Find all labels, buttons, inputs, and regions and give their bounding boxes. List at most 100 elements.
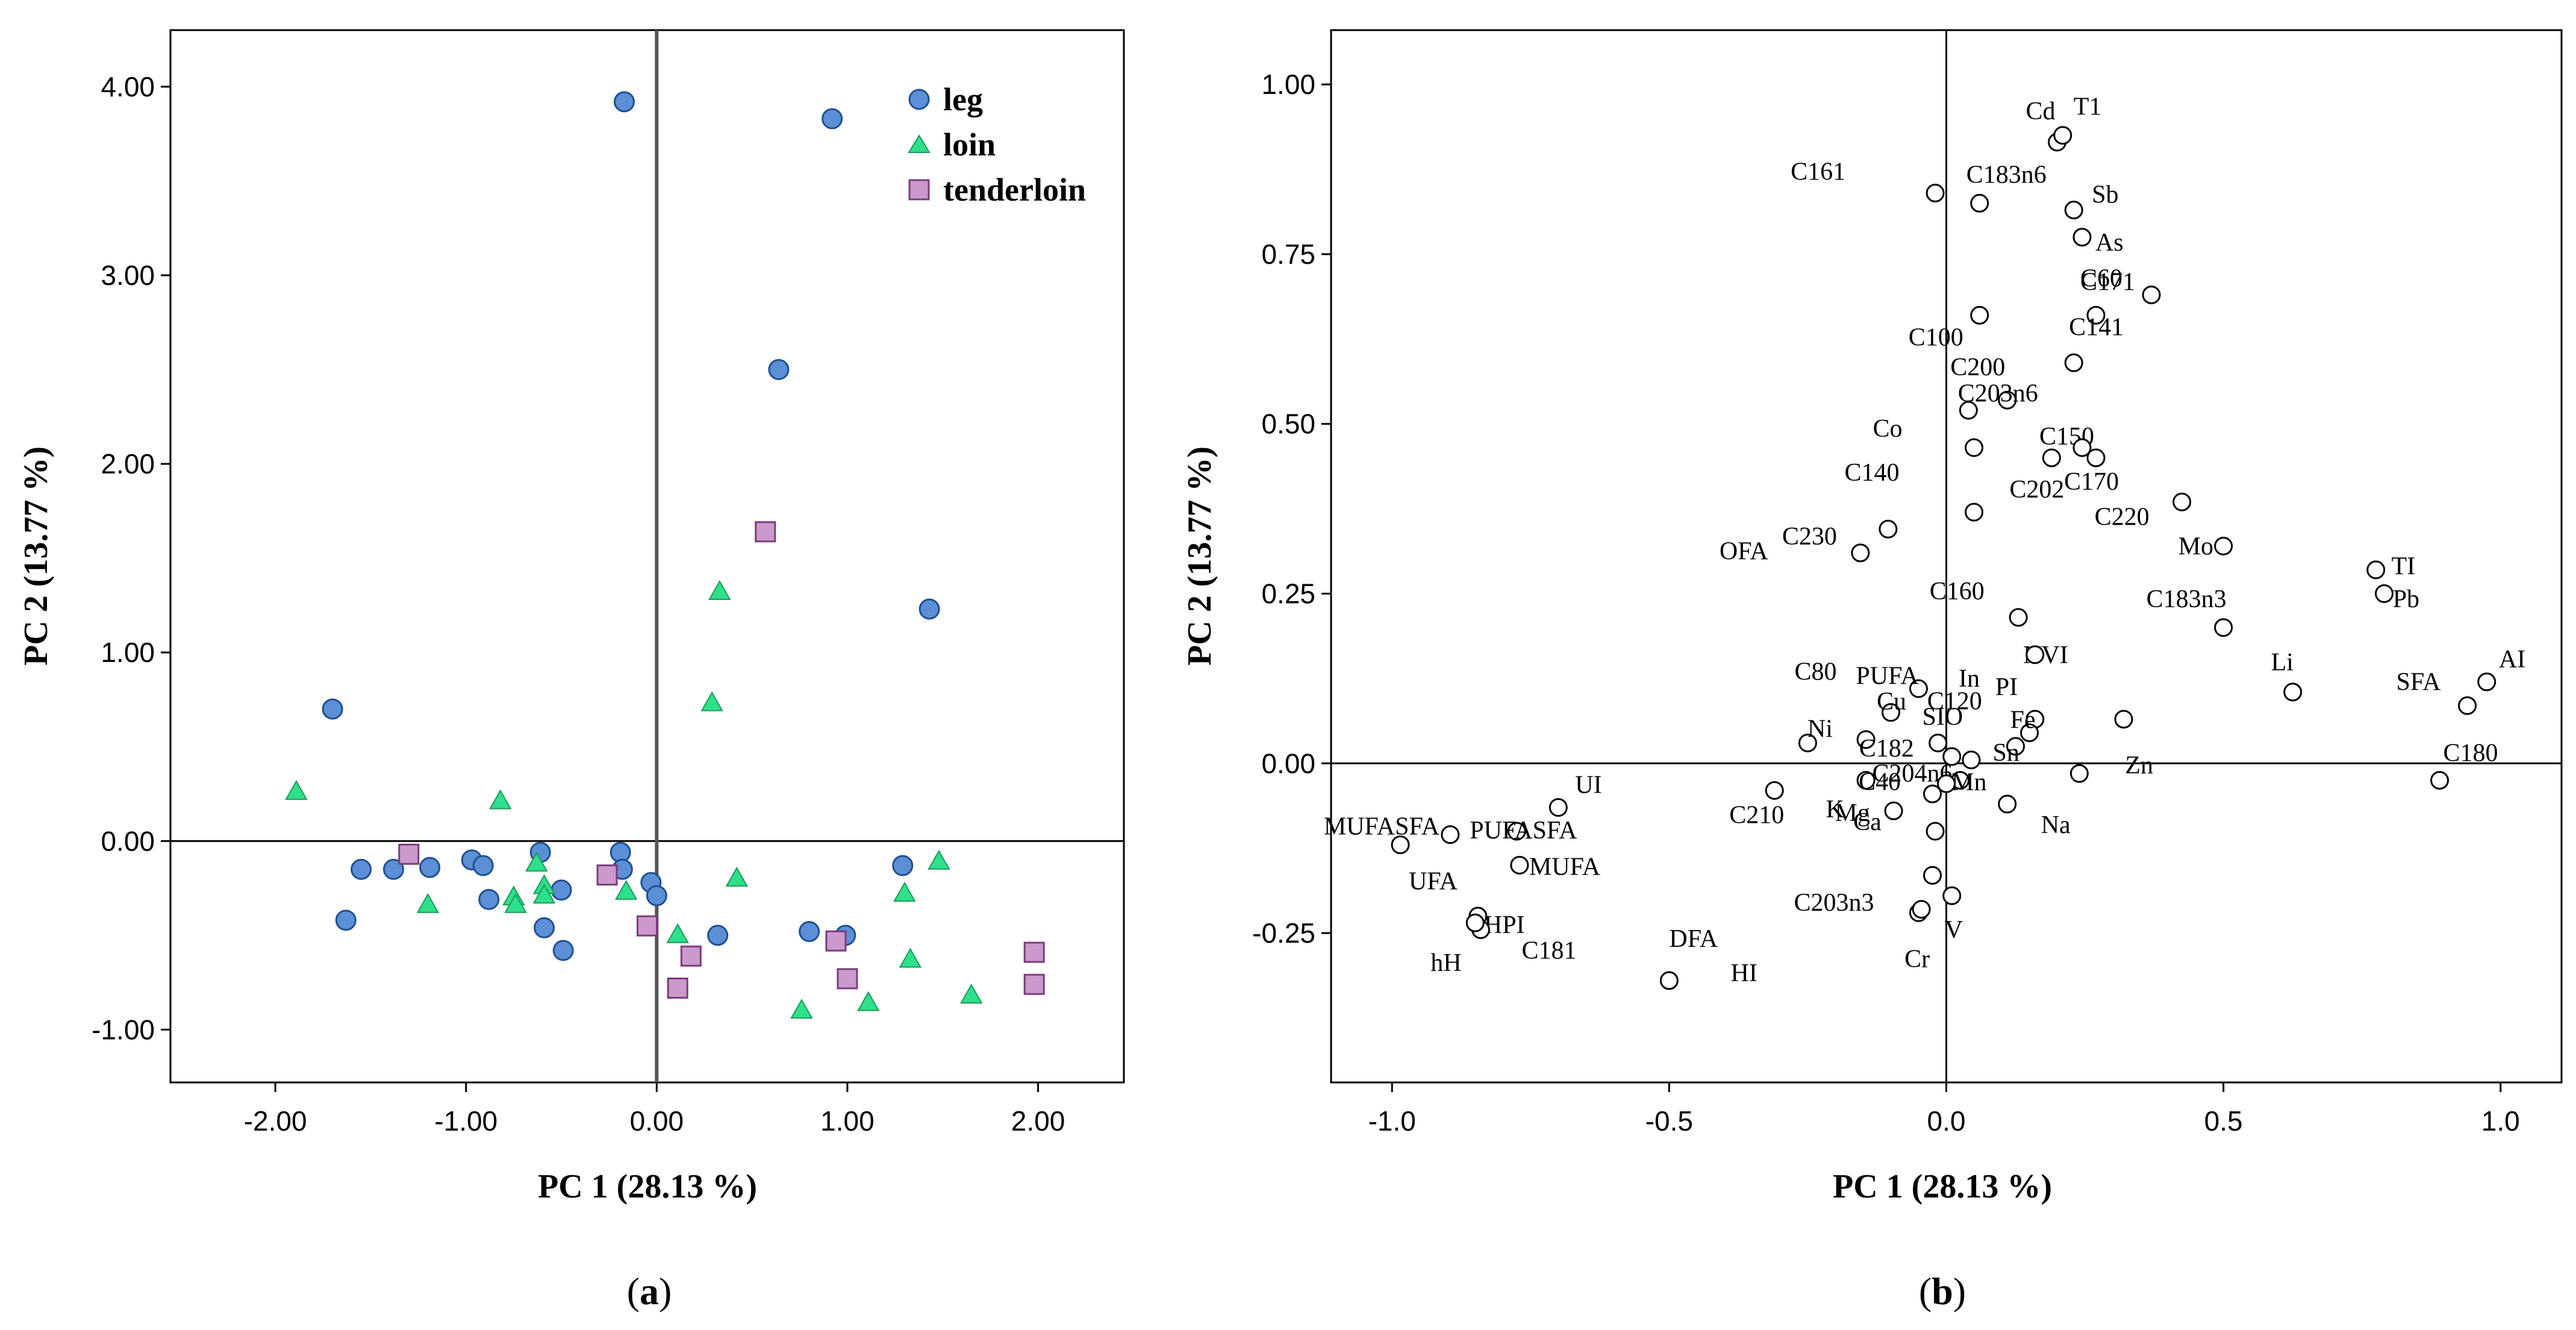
loin-point bbox=[700, 691, 723, 711]
loading-label: C161 bbox=[1791, 158, 1845, 186]
loading-point bbox=[1856, 770, 1876, 790]
leg-point bbox=[822, 108, 843, 130]
x-tick-label: -1.00 bbox=[434, 1105, 497, 1137]
loading-point bbox=[2214, 618, 2233, 637]
x-tick-label: 1.0 bbox=[2481, 1105, 2520, 1137]
legend-leg-label: leg bbox=[943, 81, 983, 117]
legend-leg-marker bbox=[908, 89, 930, 110]
panel-a-x-ticks: -2.00 -1.00 0.00 1.00 2.00 bbox=[244, 1082, 1065, 1137]
loin-point bbox=[416, 893, 440, 913]
loading-label: Zn bbox=[2125, 752, 2153, 779]
loading-label: Mn bbox=[1951, 769, 1986, 796]
loading-label: C210 bbox=[1729, 801, 1784, 829]
loin-point bbox=[489, 789, 512, 810]
leg-point bbox=[918, 598, 940, 620]
loin-point bbox=[960, 983, 983, 1004]
loading-label: Mg bbox=[1835, 799, 1870, 827]
loading-point bbox=[1942, 747, 1962, 766]
panel-b-x-axis-title: PC 1 (28.13 %) bbox=[1833, 1168, 2052, 1205]
loading-point bbox=[1998, 390, 2017, 410]
loading-label: Sb bbox=[2092, 181, 2118, 209]
loading-point bbox=[2430, 770, 2450, 790]
loading-label: OFA bbox=[1720, 537, 1769, 565]
y-tick-label: 0.75 bbox=[1261, 239, 1315, 270]
loading-point bbox=[2086, 448, 2106, 467]
loin-point bbox=[708, 579, 731, 600]
loading-label: C183n6 bbox=[1966, 161, 2047, 189]
loading-point bbox=[1965, 502, 1984, 522]
x-tick-label: -2.00 bbox=[244, 1105, 307, 1137]
leg-point bbox=[614, 91, 635, 113]
panel-b-x-ticks: -1.0 -0.5 0.0 0.5 1.0 bbox=[1368, 1082, 2520, 1137]
loading-point bbox=[2042, 448, 2061, 467]
loin-point bbox=[928, 849, 950, 870]
loading-label: C200 bbox=[1950, 354, 2005, 381]
tenderloin-point bbox=[596, 864, 618, 886]
y-tick-label: 0.00 bbox=[1261, 748, 1315, 779]
loading-label: Ca bbox=[1853, 808, 1882, 836]
loading-point bbox=[1926, 184, 1945, 203]
loin-point bbox=[725, 866, 749, 887]
loading-label: C141 bbox=[2069, 313, 2124, 341]
leg-point bbox=[472, 855, 494, 876]
y-tick-label: 1.00 bbox=[101, 637, 155, 668]
loading-label: Sn bbox=[1993, 739, 2019, 767]
loading-point bbox=[2366, 560, 2386, 579]
y-tick-label: 1.00 bbox=[1261, 69, 1315, 100]
loading-label: UI bbox=[1575, 772, 1601, 799]
loading-point bbox=[1909, 679, 1928, 698]
loading-label: Li bbox=[2271, 649, 2294, 676]
loading-point bbox=[2064, 353, 2083, 372]
loading-label: HI bbox=[1730, 960, 1757, 987]
y-tick-label: 4.00 bbox=[101, 71, 155, 102]
loading-label: T1 bbox=[2074, 93, 2102, 121]
loading-label: Ni bbox=[1807, 716, 1833, 743]
loading-label: C40 bbox=[1859, 768, 1901, 796]
loading-point bbox=[1942, 886, 1962, 905]
legend-loin-marker bbox=[908, 134, 931, 153]
loading-point bbox=[2053, 126, 2072, 145]
loading-label: C183n3 bbox=[2147, 585, 2227, 613]
panel-b-y-axis-title: PC 2 (13.77 %) bbox=[1181, 446, 1218, 666]
x-tick-label: -1.0 bbox=[1368, 1105, 1416, 1137]
y-tick-label: 3.00 bbox=[101, 260, 155, 291]
panel-b-caption-text: (b) bbox=[1919, 1270, 1966, 1313]
loin-point bbox=[790, 999, 813, 1019]
loading-point bbox=[1510, 855, 1529, 875]
y-tick-label: -1.00 bbox=[92, 1014, 155, 1045]
loading-point bbox=[2477, 672, 2496, 692]
leg-point bbox=[322, 698, 343, 720]
loading-point bbox=[2086, 305, 2106, 325]
leg-point bbox=[534, 917, 555, 938]
loading-label: Fe bbox=[2010, 707, 2036, 734]
loin-point bbox=[614, 879, 638, 900]
loading-point bbox=[2020, 723, 2039, 743]
tenderloin-point bbox=[755, 521, 776, 543]
tenderloin-point bbox=[667, 977, 688, 999]
leg-point bbox=[646, 885, 667, 907]
loading-point bbox=[2172, 492, 2192, 511]
panel-a-caption-text: (a) bbox=[627, 1270, 672, 1313]
loading-label: C60 bbox=[2080, 265, 2122, 293]
loading-point bbox=[1912, 900, 1931, 919]
loading-label: C180 bbox=[2443, 739, 2498, 767]
leg-point bbox=[351, 858, 372, 880]
loading-label: DFA bbox=[1669, 925, 1718, 953]
leg-point bbox=[550, 879, 572, 901]
y-tick-label: 0.00 bbox=[101, 825, 155, 857]
loading-label: TI bbox=[2392, 552, 2416, 580]
leg-point bbox=[335, 910, 357, 931]
loading-label: AI bbox=[2499, 646, 2525, 673]
loading-label: C160 bbox=[1930, 578, 1985, 605]
tenderloin-point bbox=[1023, 973, 1045, 995]
loading-point bbox=[2072, 438, 2092, 457]
loading-point bbox=[1659, 971, 1679, 990]
loading-label: C182 bbox=[1859, 735, 1914, 763]
loading-point bbox=[1884, 801, 1903, 820]
legend-tenderloin-marker bbox=[908, 179, 930, 201]
tenderloin-point bbox=[637, 915, 658, 937]
loading-point bbox=[2009, 608, 2028, 627]
loin-point bbox=[525, 851, 548, 872]
loading-label: HPI bbox=[1484, 911, 1525, 939]
